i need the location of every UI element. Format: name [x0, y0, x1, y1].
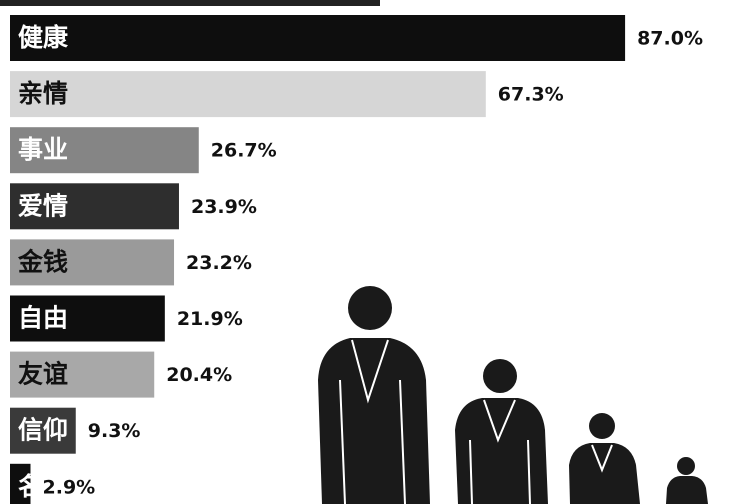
value-label: 2.9% — [43, 476, 96, 498]
category-label: 自由 — [18, 304, 68, 333]
value-label: 23.2% — [186, 252, 252, 274]
value-label: 87.0% — [637, 28, 703, 50]
category-label: 爱情 — [18, 191, 68, 220]
category-label: 健康 — [18, 23, 69, 52]
person-head — [589, 413, 615, 439]
category-label: 友谊 — [18, 360, 68, 389]
value-label: 21.9% — [177, 308, 243, 330]
bar — [10, 15, 625, 61]
person-body — [318, 338, 430, 504]
value-label: 9.3% — [88, 420, 141, 442]
category-label: 事业 — [18, 135, 68, 164]
value-label: 26.7% — [211, 140, 277, 162]
chart: 健康 87.0% 亲情 67.3% 事业 26.7% 爱情 23.9% 金钱 23.2% 自由 21.… — [0, 0, 738, 504]
person-body — [455, 398, 548, 504]
category-label: 金钱 — [17, 247, 68, 276]
value-label: 20.4% — [166, 364, 232, 386]
person-body — [569, 443, 640, 504]
title-strip — [0, 0, 380, 6]
category-label: 亲情 — [18, 79, 68, 108]
person-head — [677, 457, 695, 475]
bar — [10, 71, 486, 117]
value-label: 23.9% — [191, 196, 257, 218]
person-head — [483, 359, 517, 393]
person-body — [666, 476, 708, 504]
person-head — [348, 286, 392, 330]
category-label: 信仰 — [18, 416, 68, 445]
value-label: 67.3% — [498, 84, 564, 106]
